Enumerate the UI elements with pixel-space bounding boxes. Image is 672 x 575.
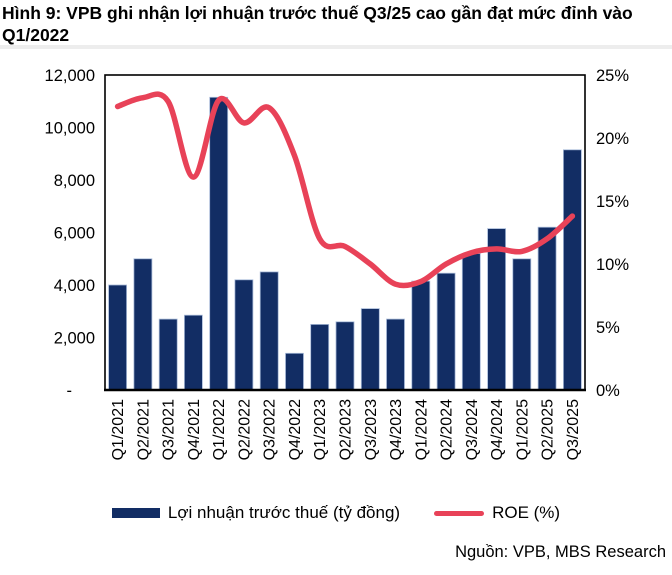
bar-Q3/2023 (360, 308, 380, 391)
left-axis-tick: 8,000 (54, 172, 95, 190)
legend-bar-label: Lợi nhuận trước thuế (tỷ đồng) (167, 503, 401, 522)
x-axis-label: Q4/2021 (186, 399, 203, 460)
x-axis-label: Q3/2022 (262, 399, 279, 460)
bar-Q1/2025 (512, 258, 532, 391)
bar-Q2/2022 (234, 279, 254, 391)
x-axis-label: Q4/2022 (287, 399, 304, 460)
x-axis-label: Q2/2023 (338, 399, 355, 460)
x-axis-label: Q2/2024 (439, 399, 456, 460)
bar-Q3/2021 (158, 318, 178, 391)
divider (0, 45, 672, 49)
bar-Q1/2021 (108, 284, 127, 391)
left-axis-tick: 4,000 (54, 277, 95, 295)
left-axis-tick: - (67, 382, 73, 400)
bar-Q2/2021 (133, 258, 153, 391)
figure-title: Hình 9: VPB ghi nhận lợi nhuận trước thu… (2, 3, 633, 45)
x-axis-label: Q3/2025 (565, 399, 582, 460)
legend-line-label: ROE (%) (492, 503, 561, 522)
bar-Q1/2024 (411, 280, 431, 391)
left-axis-tick: 12,000 (45, 67, 95, 85)
bar-Q3/2022 (259, 271, 279, 391)
legend-line-swatch (434, 510, 485, 516)
bar-Q4/2024 (487, 228, 507, 391)
bar-Q4/2023 (386, 318, 405, 391)
x-axis-label: Q2/2025 (540, 399, 557, 460)
left-axis-tick: 2,000 (54, 330, 95, 348)
right-axis-tick: 0% (596, 382, 620, 400)
combo-chart: 12,000 10,000 8,000 6,000 4,000 2,000 - 25% 20% 1… (45, 67, 630, 460)
left-axis-tick: 10,000 (45, 120, 95, 138)
right-axis-tick: 25% (596, 67, 629, 85)
x-axis-label: Q3/2021 (161, 399, 178, 460)
bar-Q3/2024 (461, 253, 481, 391)
bar-Q1/2023 (310, 323, 330, 391)
bar-Q4/2021 (183, 314, 203, 391)
legend: Lợi nhuận trước thuế (tỷ đồng) ROE (%) (0, 503, 672, 523)
bar-series (108, 96, 582, 391)
right-axis-tick: 10% (596, 256, 629, 274)
bar-Q2/2024 (436, 272, 456, 391)
x-axis-label: Q3/2023 (363, 399, 380, 460)
x-axis-label: Q1/2025 (514, 399, 531, 460)
bar-Q4/2022 (285, 352, 304, 391)
x-axis-label: Q2/2022 (236, 399, 253, 460)
bar-Q2/2023 (335, 321, 355, 391)
legend-bar-swatch (111, 508, 160, 518)
right-axis-tick: 20% (596, 130, 629, 148)
chart-area: 12,000 10,000 8,000 6,000 4,000 2,000 - 25% 20% 1… (0, 58, 672, 490)
bar-Q2/2025 (537, 226, 557, 391)
source-text: Nguồn: VPB, MBS Research (455, 543, 666, 561)
x-axis-label: Q4/2023 (388, 399, 405, 460)
bar-Q1/2022 (209, 96, 229, 391)
x-axis-label: Q3/2024 (464, 399, 481, 460)
right-axis-tick: 15% (596, 193, 629, 211)
bar-Q3/2025 (563, 149, 582, 391)
x-axis-label: Q1/2024 (413, 399, 430, 460)
right-axis-tick: 5% (596, 319, 620, 337)
x-axis-label: Q1/2021 (110, 399, 127, 460)
x-axis-label: Q1/2022 (211, 399, 228, 460)
x-axis-label: Q4/2024 (489, 399, 506, 460)
x-axis-label: Q1/2023 (312, 399, 329, 460)
left-axis-tick: 6,000 (54, 225, 95, 243)
roe-line (114, 91, 576, 289)
x-axis-label: Q2/2021 (135, 399, 152, 460)
